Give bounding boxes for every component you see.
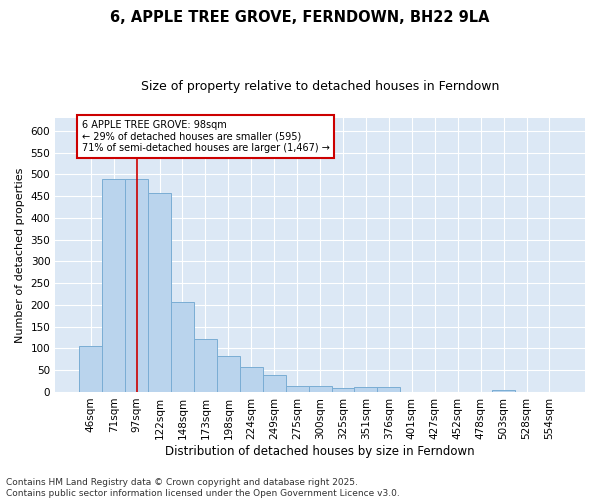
Bar (492, 390, 515, 392)
Bar (102, 178, 125, 392)
Bar (125, 178, 148, 392)
Bar (194, 339, 217, 392)
Text: Contains HM Land Registry data © Crown copyright and database right 2025.
Contai: Contains HM Land Registry data © Crown c… (6, 478, 400, 498)
Bar (332, 388, 355, 392)
Bar (286, 386, 308, 392)
Text: 6, APPLE TREE GROVE, FERNDOWN, BH22 9LA: 6, APPLE TREE GROVE, FERNDOWN, BH22 9LA (110, 10, 490, 25)
Bar (217, 356, 240, 392)
Y-axis label: Number of detached properties: Number of detached properties (15, 167, 25, 342)
Bar (377, 387, 400, 392)
Bar (171, 302, 194, 392)
Bar (355, 387, 377, 392)
Bar (79, 346, 102, 392)
Bar (148, 193, 171, 392)
Title: Size of property relative to detached houses in Ferndown: Size of property relative to detached ho… (141, 80, 499, 93)
Text: 6 APPLE TREE GROVE: 98sqm
← 29% of detached houses are smaller (595)
71% of semi: 6 APPLE TREE GROVE: 98sqm ← 29% of detac… (82, 120, 329, 153)
Bar (308, 386, 332, 392)
X-axis label: Distribution of detached houses by size in Ferndown: Distribution of detached houses by size … (165, 444, 475, 458)
Bar (240, 367, 263, 392)
Bar (263, 376, 286, 392)
